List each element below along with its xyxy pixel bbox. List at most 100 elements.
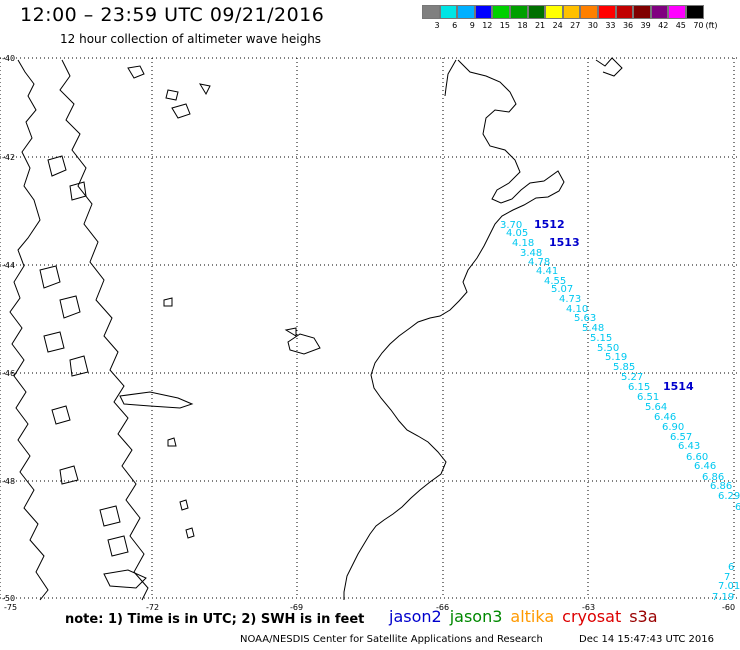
swh-value: 3.48 (520, 248, 542, 259)
legend-label: 33 (605, 21, 616, 30)
swh-value: 6.60 (686, 452, 708, 463)
legend-swatch (668, 5, 686, 19)
swh-value: 5.19 (605, 352, 627, 363)
legend-label: 42 (658, 21, 669, 30)
swh-value: 4.18 (512, 238, 534, 249)
chile-coastline (9, 59, 49, 601)
longitude-label: -69 (290, 603, 303, 612)
island (165, 89, 179, 101)
swh-value: 5.50 (597, 343, 619, 354)
legend-swatch (422, 5, 440, 19)
swh-value: 6.43 (678, 441, 700, 452)
latitude-label: -40 (2, 54, 15, 63)
longitude-label: -63 (582, 603, 595, 612)
swh-value: 5.85 (613, 362, 635, 373)
coastline (9, 57, 623, 601)
swh-value: 7.01 (718, 581, 740, 592)
island (39, 265, 61, 289)
legend-swatch (685, 5, 704, 19)
color-scale-bar (422, 5, 740, 19)
legend-label: 9 (469, 21, 475, 30)
legend-label: 27 (570, 21, 581, 30)
credit-text: NOAA/NESDIS Center for Satellite Applica… (240, 634, 543, 645)
island (69, 181, 87, 201)
swh-value: 4.55 (544, 276, 566, 287)
latitude-label: -42 (2, 153, 15, 162)
island (99, 505, 121, 527)
swh-value: 4.78 (528, 257, 550, 268)
legend-unit: (ft) (705, 21, 718, 30)
longitude-label: -60 (722, 603, 735, 612)
swh-value: 3.70 (500, 220, 522, 231)
satellite-legend-item: altika (510, 607, 555, 626)
island (171, 103, 191, 119)
legend-label: 70 (693, 21, 704, 30)
legend-label: 24 (552, 21, 563, 30)
island (284, 327, 297, 337)
swh-value: 6.90 (662, 422, 684, 433)
satellite-legend-item: jason3 (449, 607, 503, 626)
latitude-label: -48 (2, 477, 15, 486)
wave-height-color-legend: 3 6 9 12 15 18 21 24 27 30 33 36 39 42 45 70 (ft) (422, 5, 740, 35)
island (287, 333, 321, 355)
latitude-label: -44 (2, 261, 15, 270)
island (43, 331, 65, 353)
legend-swatch (545, 5, 563, 19)
satellite-legend-item: s3a (629, 607, 658, 626)
island (69, 355, 89, 377)
longitude-label: -72 (146, 603, 159, 612)
swh-value: 4.05 (506, 228, 528, 239)
legend-swatch (457, 5, 475, 19)
island (198, 83, 211, 96)
swh-value: 4.10 (566, 304, 588, 315)
longitude-label: -66 (436, 603, 449, 612)
legend-swatch (633, 5, 651, 19)
color-scale-labels: 3 6 9 12 15 18 21 24 27 30 33 36 39 42 45 70 (ft) (422, 21, 740, 30)
swh-value: 6.46 (694, 461, 716, 472)
island (47, 155, 67, 177)
legend-swatch (509, 5, 528, 19)
legend-swatch (650, 5, 669, 19)
swh-value: 6 (735, 502, 740, 513)
swh-value: 6.86 (710, 481, 732, 492)
credit-date: Dec 14 15:47:43 UTC 2016 (579, 634, 714, 645)
legend-label: 21 (534, 21, 546, 30)
legend-swatch (597, 5, 616, 19)
island (103, 569, 147, 589)
island (51, 405, 71, 425)
pass-time-label: 1512 (534, 218, 565, 231)
satellite-legend-item: jason2 (389, 607, 442, 626)
swh-value: 6.46 (654, 412, 676, 423)
legend-label: 30 (587, 21, 598, 30)
swh-value: 6.86 (702, 472, 724, 483)
graticule-grid (0, 57, 740, 599)
island (163, 297, 173, 307)
longitude-label: -75 (4, 603, 17, 612)
swh-value: 5.63 (574, 313, 596, 324)
island (107, 535, 129, 557)
legend-label: 39 (640, 21, 651, 30)
swh-value: 7.19 (712, 592, 734, 603)
map-subtitle: 12 hour collection of altimeter wave hei… (60, 32, 322, 46)
swh-value: 6 (728, 562, 734, 573)
map-title: 12:00 – 23:59 UTC 09/21/2016 (20, 4, 325, 26)
island (167, 437, 177, 447)
legend-swatch (615, 5, 634, 19)
island (59, 295, 81, 319)
island (119, 391, 194, 409)
swh-value: 6.57 (670, 432, 692, 443)
swh-value: 5.07 (551, 284, 573, 295)
swh-value: 5.27 (621, 372, 643, 383)
legend-label: 6 (452, 21, 458, 30)
island (59, 465, 79, 485)
satellite-legend-item: cryosat (562, 607, 622, 626)
swh-value: 4.41 (536, 266, 558, 277)
axis-labels: -40 -42 -44 -46 -48 -50-75 -72 -69 -66 -63 -60 (2, 54, 735, 612)
legend-swatch (492, 5, 510, 19)
argentina-coastline (343, 59, 565, 600)
legend-label: 3 (434, 21, 440, 30)
swh-value: 5.15 (590, 333, 612, 344)
swh-value: 7 (724, 572, 730, 583)
units-note: note: 1) Time is in UTC; 2) SWH is in fe… (65, 612, 365, 627)
